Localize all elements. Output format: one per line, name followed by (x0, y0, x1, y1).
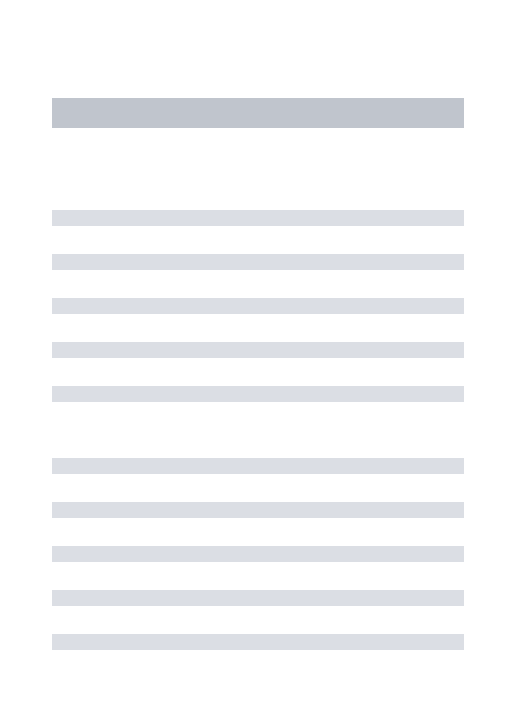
skeleton-line (52, 634, 464, 650)
skeleton-line (52, 298, 464, 314)
skeleton-line (52, 546, 464, 562)
skeleton-line (52, 254, 464, 270)
skeleton-title (52, 98, 464, 128)
skeleton-line (52, 386, 464, 402)
skeleton-line (52, 210, 464, 226)
skeleton-line (52, 502, 464, 518)
skeleton-section (52, 210, 464, 402)
skeleton-line (52, 458, 464, 474)
skeleton-container (0, 0, 516, 650)
skeleton-line (52, 590, 464, 606)
skeleton-line (52, 342, 464, 358)
skeleton-section (52, 458, 464, 650)
